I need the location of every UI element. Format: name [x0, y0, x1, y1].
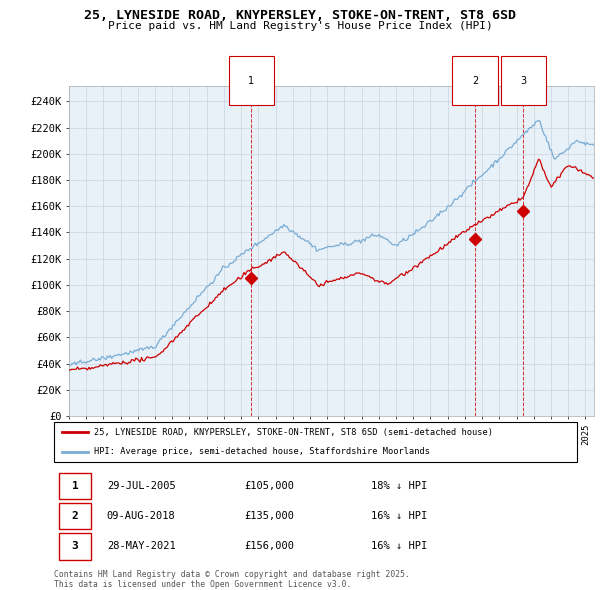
Text: 28-MAY-2021: 28-MAY-2021	[107, 542, 176, 552]
Text: 25, LYNESIDE ROAD, KNYPERSLEY, STOKE-ON-TRENT, ST8 6SD: 25, LYNESIDE ROAD, KNYPERSLEY, STOKE-ON-…	[84, 9, 516, 22]
Text: Price paid vs. HM Land Registry's House Price Index (HPI): Price paid vs. HM Land Registry's House …	[107, 21, 493, 31]
Text: 1: 1	[72, 481, 79, 491]
Text: 25, LYNESIDE ROAD, KNYPERSLEY, STOKE-ON-TRENT, ST8 6SD (semi-detached house): 25, LYNESIDE ROAD, KNYPERSLEY, STOKE-ON-…	[94, 428, 493, 437]
Text: 16% ↓ HPI: 16% ↓ HPI	[371, 542, 427, 552]
FancyBboxPatch shape	[59, 533, 91, 560]
Text: 09-AUG-2018: 09-AUG-2018	[107, 512, 176, 521]
Text: 1: 1	[248, 76, 254, 86]
Text: £156,000: £156,000	[244, 542, 294, 552]
Text: 2: 2	[72, 512, 79, 521]
Text: 18% ↓ HPI: 18% ↓ HPI	[371, 481, 427, 491]
Text: 3: 3	[72, 542, 79, 552]
Text: HPI: Average price, semi-detached house, Staffordshire Moorlands: HPI: Average price, semi-detached house,…	[94, 447, 430, 456]
Text: 29-JUL-2005: 29-JUL-2005	[107, 481, 176, 491]
FancyBboxPatch shape	[59, 503, 91, 529]
Text: 16% ↓ HPI: 16% ↓ HPI	[371, 512, 427, 521]
Text: £105,000: £105,000	[244, 481, 294, 491]
FancyBboxPatch shape	[59, 473, 91, 499]
FancyBboxPatch shape	[54, 421, 577, 463]
Text: £135,000: £135,000	[244, 512, 294, 521]
Text: 2: 2	[472, 76, 478, 86]
Text: Contains HM Land Registry data © Crown copyright and database right 2025.
This d: Contains HM Land Registry data © Crown c…	[54, 570, 410, 589]
Text: 3: 3	[520, 76, 526, 86]
